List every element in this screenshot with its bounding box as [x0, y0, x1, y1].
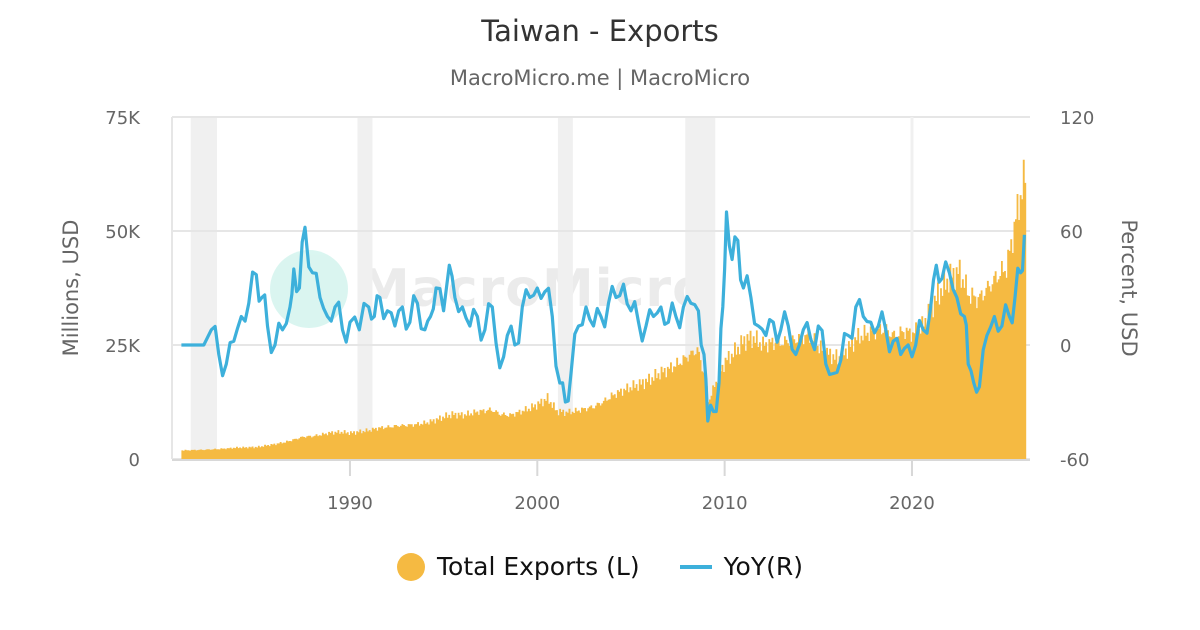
legend-label: YoY(R) [723, 552, 803, 581]
left-axis-title: Millions, USD [59, 220, 83, 357]
recession-band [357, 117, 373, 459]
right-tick-label: 0 [1060, 336, 1071, 357]
exports-bars[interactable] [181, 159, 1027, 460]
right-axis: -60 0 60 120 [1060, 108, 1094, 471]
line-marker-icon [679, 564, 712, 569]
recession-band [557, 117, 573, 459]
exports-area [181, 159, 1027, 460]
left-tick-label: 75K [105, 108, 141, 129]
chart-subtitle: MacroMicro.me | MacroMicro [449, 66, 751, 90]
left-tick-label: 25K [105, 336, 141, 357]
chart-title: Taiwan - Exports [481, 14, 719, 48]
left-tick-label: 50K [105, 222, 141, 243]
right-tick-label: -60 [1060, 450, 1089, 471]
x-tick-label: 2010 [702, 493, 748, 514]
right-axis-title: Percent, USD [1117, 219, 1141, 356]
legend: Total Exports (L) YoY(R) [0, 552, 1200, 581]
legend-label: Total Exports (L) [437, 552, 640, 581]
legend-item-yoy[interactable]: YoY(R) [679, 552, 803, 581]
x-tick-label: 2020 [889, 493, 935, 514]
right-tick-label: 60 [1060, 222, 1083, 243]
x-axis: 1990 2000 2010 2020 [327, 460, 935, 514]
recession-band [190, 117, 217, 459]
legend-item-total-exports[interactable]: Total Exports (L) [397, 552, 640, 581]
yoy-line[interactable] [181, 210, 1026, 423]
right-tick-label: 120 [1060, 108, 1094, 129]
circle-marker-icon [397, 552, 425, 581]
left-tick-label: 0 [129, 450, 140, 471]
x-tick-label: 2000 [514, 493, 560, 514]
left-axis: 0 25K 50K 75K [105, 108, 141, 471]
x-tick-label: 1990 [327, 493, 373, 514]
